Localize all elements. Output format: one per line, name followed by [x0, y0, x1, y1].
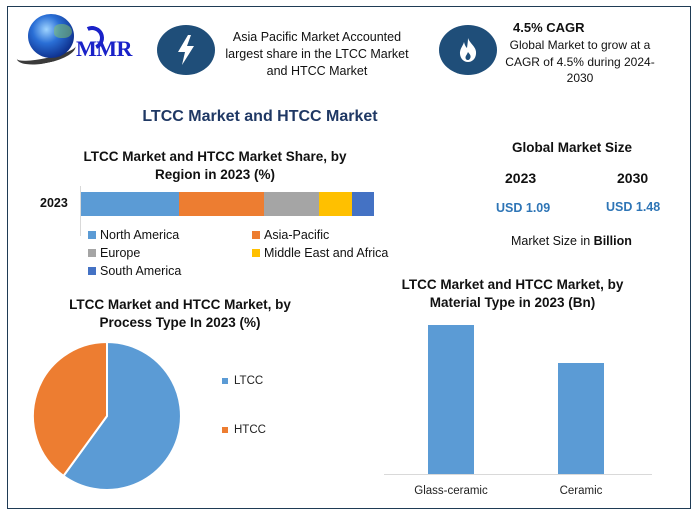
bar-ceramic [558, 363, 604, 474]
region-chart-year-label: 2023 [40, 196, 68, 210]
legend-ltcc: LTCC [222, 375, 263, 387]
year-2023-label: 2023 [505, 170, 537, 186]
market-size-unit-note: Market Size in Billion [511, 234, 632, 248]
cagr-description: Global Market to grow at a CAGR of 4.5% … [505, 38, 655, 85]
bar-segment-asia-pacific [178, 192, 264, 216]
lightning-bolt-icon [157, 25, 215, 75]
legend-north-america: North America [88, 228, 179, 242]
legend-htcc: HTCC [222, 424, 266, 436]
year-2030-label: 2030 [617, 170, 649, 186]
bar-segment-north-america [81, 192, 179, 216]
material-chart-baseline [384, 474, 652, 475]
mmr-logo: MMR [14, 12, 144, 70]
legend-asia-pacific: Asia-Pacific [252, 228, 329, 242]
process-pie-chart [31, 340, 182, 491]
material-chart-title: LTCC Market and HTCC Market, by Material… [401, 277, 624, 310]
legend-europe: Europe [88, 246, 140, 260]
xlabel-glass-ceramic: Glass-ceramic [414, 485, 488, 497]
market-value-2030: USD 1.48 [606, 200, 661, 214]
pie-slice-htcc [31, 340, 108, 478]
bar-segment-south-america [352, 192, 374, 216]
bar-glass-ceramic [428, 325, 474, 474]
pie-slice-ltcc [62, 340, 182, 491]
page-title: LTCC Market and HTCC Market [142, 108, 378, 125]
asia-pacific-share-text: Asia Pacific Market Accounted largest sh… [225, 30, 409, 78]
global-market-size-title: Global Market Size [512, 140, 633, 155]
market-value-2023: USD 1.09 [496, 201, 551, 215]
process-chart-title: LTCC Market and HTCC Market, by Process … [69, 297, 291, 330]
legend-south-america: South America [88, 264, 181, 278]
globe-icon [28, 14, 74, 58]
region-chart-title: LTCC Market and HTCC Market Share, by Re… [83, 149, 347, 182]
region-chart-axis [80, 186, 81, 236]
legend-mea: Middle East and Africa [252, 246, 388, 260]
infographic-frame [7, 6, 691, 509]
bar-segment-europe [263, 192, 319, 216]
xlabel-ceramic: Ceramic [559, 485, 603, 497]
region-stacked-bar [81, 192, 374, 216]
logo-text: MMR [76, 36, 132, 61]
bar-segment-mea [318, 192, 352, 216]
cagr-title: 4.5% CAGR [513, 20, 585, 35]
flame-icon [439, 25, 497, 75]
